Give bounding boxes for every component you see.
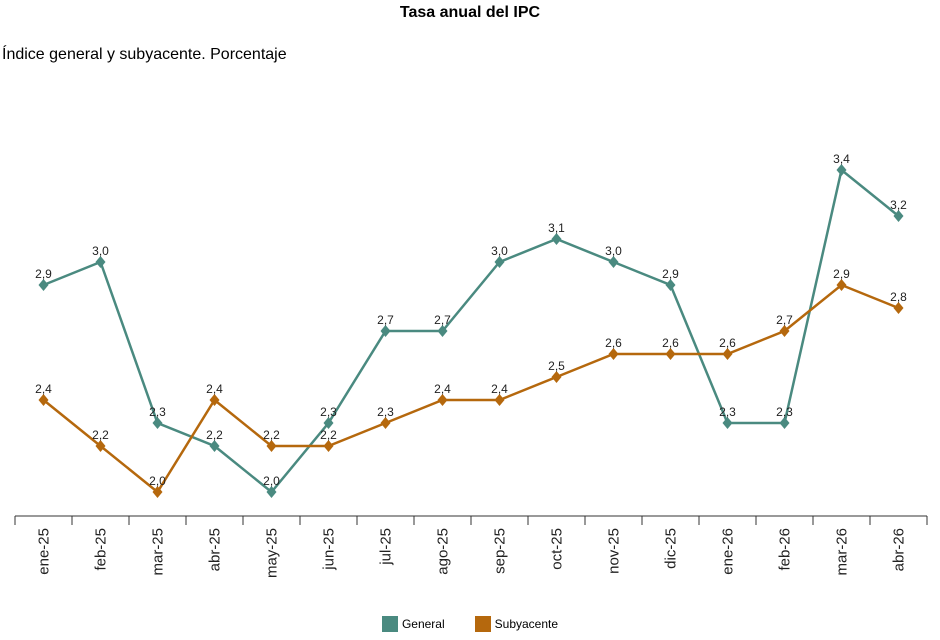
data-point-subyacente [152, 486, 163, 498]
data-point-subyacente [266, 440, 277, 452]
data-point-general [209, 440, 220, 452]
data-point-subyacente [209, 394, 220, 406]
data-label-subyacente: 2,8 [890, 290, 907, 304]
legend-item-subyacente[interactable]: Subyacente [474, 616, 559, 632]
data-point-general [95, 256, 106, 268]
data-label-general: 2,3 [149, 405, 166, 419]
data-label-general: 2,0 [263, 474, 280, 488]
x-tick-label: may-25 [264, 528, 281, 578]
data-point-general [437, 325, 448, 337]
data-label-general: 2,7 [377, 313, 394, 327]
legend: General Subyacente [0, 616, 940, 632]
data-label-general: 3,0 [92, 244, 109, 258]
data-point-general [779, 417, 790, 429]
data-label-subyacente: 2,6 [605, 336, 622, 350]
x-tick-label: ene-26 [720, 528, 737, 575]
series-line-general [43, 167, 900, 494]
legend-label-general: General [401, 617, 445, 631]
data-label-general: 3,0 [491, 244, 508, 258]
data-point-general [665, 279, 676, 291]
x-tick-label: abr-26 [891, 528, 908, 571]
data-point-subyacente [608, 348, 619, 360]
x-tick-label: sep-25 [492, 528, 509, 574]
data-label-general: 3,1 [548, 221, 565, 235]
data-label-subyacente: 2,2 [263, 428, 280, 442]
x-tick-label: jun-25 [321, 528, 338, 571]
x-tick-label: mar-25 [150, 528, 167, 576]
data-label-subyacente: 2,9 [833, 267, 850, 281]
legend-swatch-general [381, 616, 398, 632]
data-point-general [380, 325, 391, 337]
data-label-subyacente: 2,5 [548, 359, 565, 373]
data-point-subyacente [437, 394, 448, 406]
data-label-subyacente: 2,4 [434, 382, 451, 396]
data-label-subyacente: 2,4 [35, 382, 52, 396]
x-tick-label: oct-25 [549, 528, 566, 570]
legend-swatch-subyacente [474, 616, 491, 632]
data-point-general [722, 417, 733, 429]
data-point-subyacente [38, 394, 49, 406]
x-tick-label: feb-25 [93, 528, 110, 571]
data-point-subyacente [494, 394, 505, 406]
chart-title: Tasa anual del IPC [399, 4, 541, 21]
x-tick-label: nov-25 [606, 528, 623, 574]
x-tick-label: jul-25 [378, 528, 395, 566]
data-point-subyacente [380, 417, 391, 429]
data-point-general [551, 233, 562, 245]
data-label-general: 2,9 [35, 267, 52, 281]
data-label-general: 2,7 [434, 313, 451, 327]
data-label-general: 2,3 [320, 405, 337, 419]
data-point-general [836, 164, 847, 176]
data-point-general [323, 417, 334, 429]
data-point-subyacente [893, 302, 904, 314]
data-point-subyacente [836, 279, 847, 291]
data-label-subyacente: 2,4 [206, 382, 223, 396]
data-point-general [893, 210, 904, 222]
data-label-general: 2,2 [206, 428, 223, 442]
data-label-subyacente: 2,7 [776, 313, 793, 327]
data-label-subyacente: 2,6 [719, 336, 736, 350]
data-label-subyacente: 2,3 [377, 405, 394, 419]
data-label-general: 2,3 [719, 405, 736, 419]
data-label-subyacente: 2,4 [491, 382, 508, 396]
data-label-general: 3,0 [605, 244, 622, 258]
data-point-general [608, 256, 619, 268]
data-label-general: 3,2 [890, 198, 907, 212]
data-label-subyacente: 2,0 [149, 474, 166, 488]
data-point-general [266, 486, 277, 498]
series-line-subyacente [42, 283, 899, 494]
data-label-subyacente: 2,2 [320, 428, 337, 442]
data-point-subyacente [323, 440, 334, 452]
x-tick-label: mar-26 [834, 528, 851, 576]
x-tick-label: ene-25 [36, 528, 53, 575]
data-label-subyacente: 2,2 [92, 428, 109, 442]
data-point-subyacente [551, 371, 562, 383]
x-tick-label: feb-26 [777, 528, 794, 571]
data-point-subyacente [665, 348, 676, 360]
data-point-subyacente [722, 348, 733, 360]
chart-subtitle: Índice general y subyacente. Porcentaje [2, 46, 287, 63]
data-point-subyacente [95, 440, 106, 452]
x-tick-label: ago-25 [435, 528, 452, 575]
data-label-subyacente: 2,6 [662, 336, 679, 350]
legend-item-general[interactable]: General [381, 616, 445, 632]
data-label-general: 3,4 [833, 152, 850, 166]
legend-label-subyacente: Subyacente [494, 617, 559, 631]
data-point-general [152, 417, 163, 429]
data-point-general [38, 279, 49, 291]
x-tick-label: dic-25 [663, 528, 680, 569]
data-point-general [494, 256, 505, 268]
x-tick-label: abr-25 [207, 528, 224, 571]
data-label-general: 2,3 [776, 405, 793, 419]
data-point-subyacente [779, 325, 790, 337]
data-label-general: 2,9 [662, 267, 679, 281]
